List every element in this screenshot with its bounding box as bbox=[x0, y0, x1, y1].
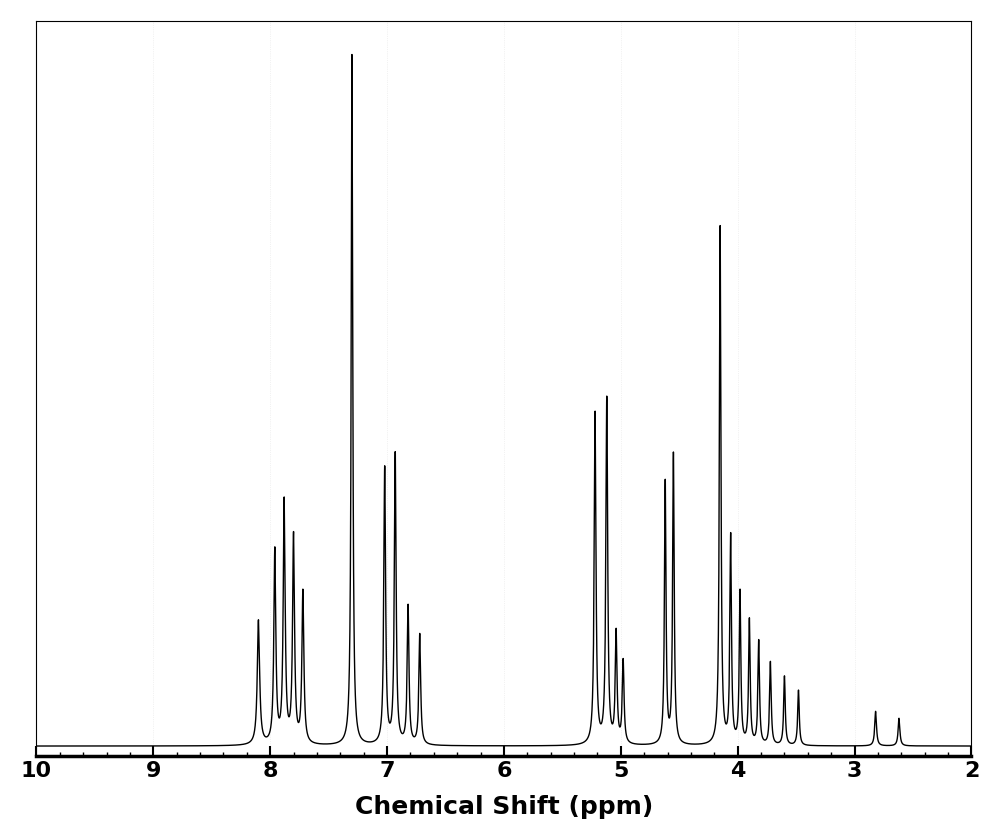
X-axis label: Chemical Shift (ppm): Chemical Shift (ppm) bbox=[355, 795, 653, 819]
